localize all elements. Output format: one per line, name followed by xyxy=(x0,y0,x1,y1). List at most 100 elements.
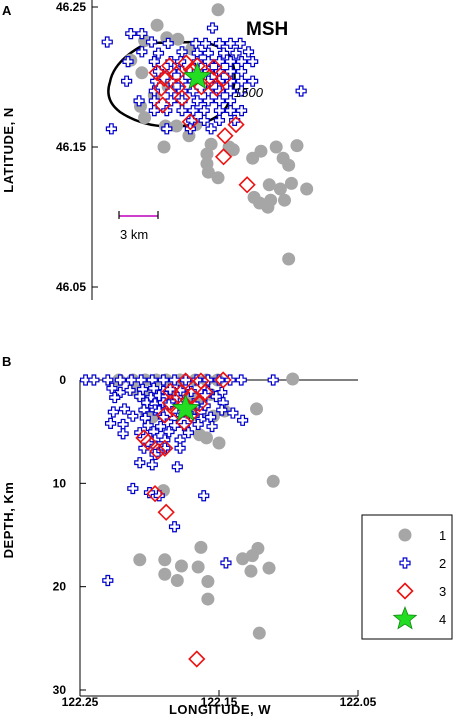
gray-circle-point xyxy=(244,564,258,578)
panel-b-points xyxy=(79,371,300,668)
blue-cross-point xyxy=(235,85,248,97)
legend-symbol-gray-circle xyxy=(398,528,412,542)
blue-cross-point xyxy=(124,384,136,396)
red-diamond-point xyxy=(139,433,157,451)
gray-circle-point xyxy=(211,171,225,185)
blue-cross-point xyxy=(127,410,139,422)
panel-a-y-axis-title: LATITUDE, N xyxy=(1,107,16,192)
gray-circle-point xyxy=(158,553,172,567)
gray-circle-point xyxy=(199,431,213,445)
red-diamond-point xyxy=(148,64,166,82)
legend-symbol-green-star xyxy=(392,605,418,630)
blue-cross-point xyxy=(114,374,126,386)
blue-cross-point xyxy=(176,95,188,107)
gray-circle-point xyxy=(269,140,283,154)
red-diamond-point xyxy=(182,386,200,405)
blue-cross-point xyxy=(107,406,119,418)
blue-cross-point xyxy=(198,490,210,502)
blue-cross-point xyxy=(145,36,158,48)
red-diamond-point xyxy=(238,176,256,194)
red-diamond-point xyxy=(146,485,164,503)
red-diamond-point xyxy=(157,503,175,521)
blue-cross-point xyxy=(117,428,129,440)
panel-b-y-tick-label: 0 xyxy=(59,373,66,387)
blue-cross-point xyxy=(213,95,226,107)
gray-circle-point xyxy=(247,190,261,204)
panel-b-letter: B xyxy=(2,354,11,369)
red-diamond-point xyxy=(152,79,170,97)
contour-label: 1500 xyxy=(234,85,264,100)
blue-cross-point xyxy=(171,461,183,473)
gray-circle-point xyxy=(212,436,226,450)
legend-symbol-blue-cross xyxy=(399,557,411,569)
gray-circle-point xyxy=(201,592,215,606)
panel-a-letter: A xyxy=(2,3,12,18)
red-diamond-point xyxy=(216,127,234,145)
blue-cross-point xyxy=(79,374,92,386)
gray-circle-point xyxy=(252,626,266,640)
gray-circle-point xyxy=(250,402,264,416)
blue-cross-point xyxy=(187,105,199,117)
red-diamond-point xyxy=(156,406,174,424)
blue-cross-point xyxy=(133,95,145,107)
series-gray-circle xyxy=(124,3,314,266)
blue-cross-point xyxy=(102,574,114,587)
blue-cross-point xyxy=(247,56,259,68)
legend-item: 2 xyxy=(399,556,446,571)
legend-items: 1 2 3 4 xyxy=(392,528,446,630)
legend-item: 1 xyxy=(398,528,446,543)
panel-b-x-axis-title: LONGITUDE, W xyxy=(169,702,271,717)
gray-circle-point xyxy=(194,540,208,554)
blue-cross-point xyxy=(182,427,195,439)
red-diamond-point xyxy=(161,394,179,412)
scale-bar-label: 3 km xyxy=(120,227,148,242)
gray-circle-point xyxy=(226,143,240,157)
red-diamond-point xyxy=(214,371,232,389)
blue-cross-point xyxy=(134,427,146,439)
blue-cross-point xyxy=(191,374,203,386)
gray-circle-point xyxy=(286,372,300,386)
gray-circle-point xyxy=(191,560,205,574)
blue-cross-point xyxy=(122,56,134,68)
blue-cross-point xyxy=(202,95,214,107)
panel-a-points xyxy=(101,3,314,266)
blue-cross-point xyxy=(104,417,117,429)
blue-cross-point xyxy=(237,414,249,426)
blue-cross-point xyxy=(117,418,129,431)
gray-circle-point xyxy=(201,575,215,588)
panel-a: A 46.25 46.15 46.05 LATITUDE, N MSH 1500 3… xyxy=(1,0,314,300)
blue-cross-point xyxy=(205,123,217,135)
gray-circle-point xyxy=(200,147,214,161)
gray-circle-point xyxy=(300,182,314,196)
green-star-point xyxy=(182,61,212,90)
red-diamond-point xyxy=(196,383,214,402)
blue-cross-point xyxy=(153,490,165,502)
gray-circle-point xyxy=(133,553,147,567)
blue-cross-point xyxy=(109,391,121,404)
panel-b-x-tick-label: 122.15 xyxy=(201,695,238,709)
gray-circle-point xyxy=(261,200,275,214)
series-blue-cross xyxy=(79,374,279,587)
blue-cross-point xyxy=(217,47,230,59)
blue-cross-point xyxy=(161,105,173,117)
blue-cross-point xyxy=(148,105,160,117)
blue-cross-point xyxy=(295,85,307,97)
legend-label: 1 xyxy=(439,528,446,543)
panel-a-y-tick-label: 46.15 xyxy=(56,140,86,154)
blue-cross-point xyxy=(114,386,126,398)
blue-cross-point xyxy=(213,105,226,117)
gray-circle-point xyxy=(273,182,287,196)
panel-a-y-tick-label: 46.25 xyxy=(56,0,86,14)
gray-circle-point xyxy=(170,573,184,587)
panel-b-y-tick-label: 30 xyxy=(53,683,67,697)
blue-cross-point xyxy=(155,420,167,433)
gray-circle-point xyxy=(169,119,183,133)
gray-circle-point xyxy=(282,252,296,266)
legend: 1 2 3 4 xyxy=(361,514,453,640)
blue-cross-point xyxy=(176,75,188,87)
blue-cross-point xyxy=(164,383,176,395)
blue-cross-point xyxy=(199,37,212,49)
panel-b-x-tick-label: 122.25 xyxy=(62,695,99,709)
legend-item: 3 xyxy=(396,582,446,600)
blue-cross-point xyxy=(146,459,158,471)
